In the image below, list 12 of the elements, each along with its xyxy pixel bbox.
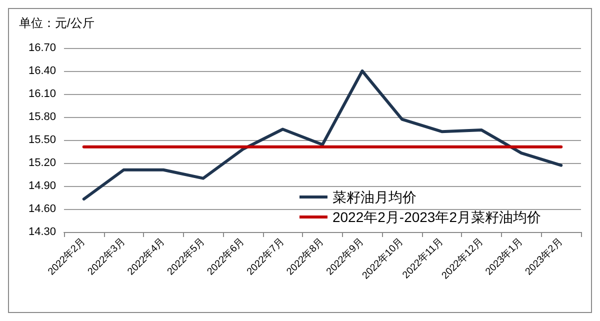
y-axis-title: 单位：元/公斤	[19, 16, 94, 30]
y-tick-label: 15.20	[28, 157, 56, 169]
y-tick-label: 16.70	[28, 42, 56, 54]
y-tick-label: 15.50	[28, 134, 56, 146]
y-tick-label: 14.30	[28, 226, 56, 238]
legend-label: 菜籽油月均价	[332, 189, 416, 205]
y-tick-label: 16.10	[28, 88, 56, 100]
y-tick-label: 14.60	[28, 203, 56, 215]
y-tick-label: 16.40	[28, 65, 56, 77]
y-tick-label: 15.80	[28, 111, 56, 123]
legend-label: 2022年2月-2023年2月菜籽油均价	[332, 209, 542, 225]
y-tick-label: 14.90	[28, 180, 56, 192]
